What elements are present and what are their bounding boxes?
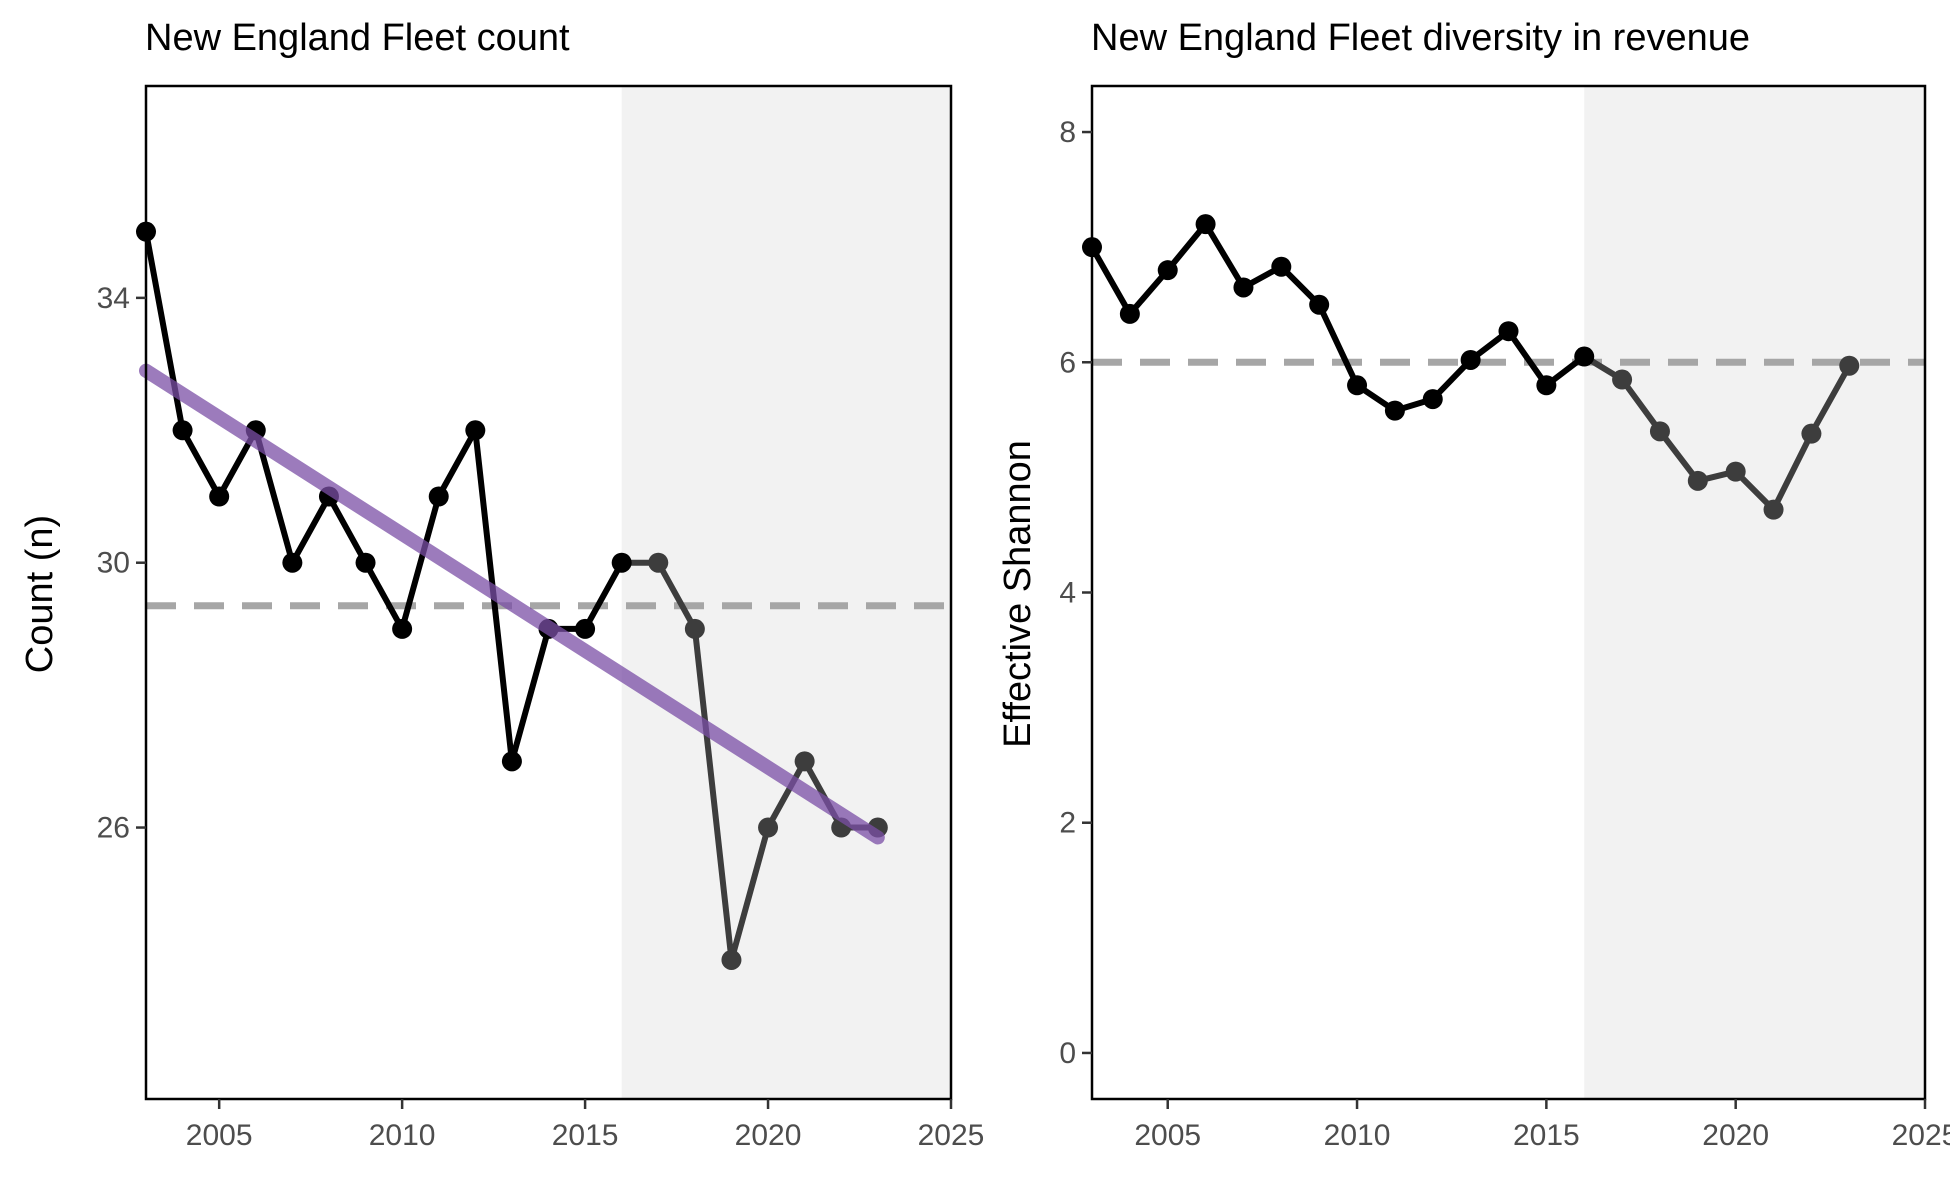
y-tick-label: 6 bbox=[1059, 346, 1076, 379]
data-point bbox=[1839, 355, 1860, 376]
x-tick-label: 2015 bbox=[552, 1119, 619, 1152]
fleet-diversity-panel: New England Fleet diversity in revenue E… bbox=[997, 17, 1950, 1152]
x-tick-label: 2005 bbox=[1134, 1119, 1201, 1152]
y-tick-label: 26 bbox=[97, 812, 130, 845]
plot-area bbox=[1082, 86, 1925, 1099]
x-tick-label: 2010 bbox=[369, 1119, 436, 1152]
data-point bbox=[355, 552, 376, 573]
data-point bbox=[1271, 256, 1292, 277]
data-point bbox=[794, 751, 815, 772]
data-point bbox=[1195, 214, 1216, 235]
data-point bbox=[209, 486, 230, 507]
data-point bbox=[758, 817, 779, 838]
data-point bbox=[648, 552, 669, 573]
data-point bbox=[1460, 349, 1481, 370]
shaded-region bbox=[1584, 86, 1925, 1099]
x-tick-label: 2025 bbox=[1892, 1119, 1950, 1152]
data-point bbox=[1612, 369, 1633, 390]
data-point bbox=[1536, 375, 1557, 396]
data-point bbox=[428, 486, 449, 507]
x-tick-label: 2025 bbox=[918, 1119, 985, 1152]
y-tick-label: 8 bbox=[1059, 116, 1076, 149]
x-tick-label: 2020 bbox=[735, 1119, 802, 1152]
data-point bbox=[1422, 389, 1443, 410]
data-point bbox=[1384, 400, 1405, 421]
data-point bbox=[1763, 499, 1784, 520]
data-point bbox=[1574, 346, 1595, 367]
data-point bbox=[1157, 260, 1178, 281]
y-tick-label: 0 bbox=[1059, 1037, 1076, 1070]
series-line bbox=[143, 231, 625, 765]
x-tick-label: 2005 bbox=[186, 1119, 253, 1152]
x-tick-label: 2010 bbox=[1324, 1119, 1391, 1152]
y-tick-label: 4 bbox=[1059, 577, 1076, 610]
x-tick-label: 2015 bbox=[1513, 1119, 1580, 1152]
plot-area bbox=[136, 86, 951, 1099]
data-point bbox=[721, 949, 742, 970]
data-point bbox=[1687, 470, 1708, 491]
y-tick-label: 30 bbox=[97, 547, 130, 580]
data-point bbox=[684, 618, 705, 639]
y-tick-label: 2 bbox=[1059, 807, 1076, 840]
data-point bbox=[1347, 375, 1368, 396]
data-point bbox=[1233, 277, 1254, 298]
panel-border bbox=[144, 84, 953, 1101]
shaded-region bbox=[621, 86, 951, 1099]
data-point bbox=[1801, 423, 1822, 444]
chart-title: New England Fleet count bbox=[145, 17, 570, 59]
data-point bbox=[501, 751, 522, 772]
data-point bbox=[611, 552, 632, 573]
series-line-recent bbox=[1582, 353, 1852, 513]
chart-title: New England Fleet diversity in revenue bbox=[1091, 17, 1750, 59]
trend-line bbox=[139, 363, 885, 845]
data-point bbox=[282, 552, 303, 573]
data-point bbox=[1725, 461, 1746, 482]
data-point bbox=[172, 420, 193, 441]
y-axis-title: Effective Shannon bbox=[997, 440, 1039, 748]
data-point bbox=[1309, 294, 1330, 315]
data-point bbox=[392, 618, 413, 639]
y-tick-label: 34 bbox=[97, 282, 130, 315]
x-tick-label: 2020 bbox=[1702, 1119, 1769, 1152]
data-point bbox=[465, 420, 486, 441]
data-point bbox=[575, 618, 596, 639]
series-line bbox=[1089, 221, 1587, 414]
data-point bbox=[1119, 303, 1140, 324]
data-point bbox=[1649, 421, 1670, 442]
data-point bbox=[1498, 321, 1519, 342]
y-axis-title: Count (n) bbox=[19, 515, 61, 673]
fleet-count-panel: New England Fleet count Count (n) 26 30 34… bbox=[19, 17, 984, 1152]
